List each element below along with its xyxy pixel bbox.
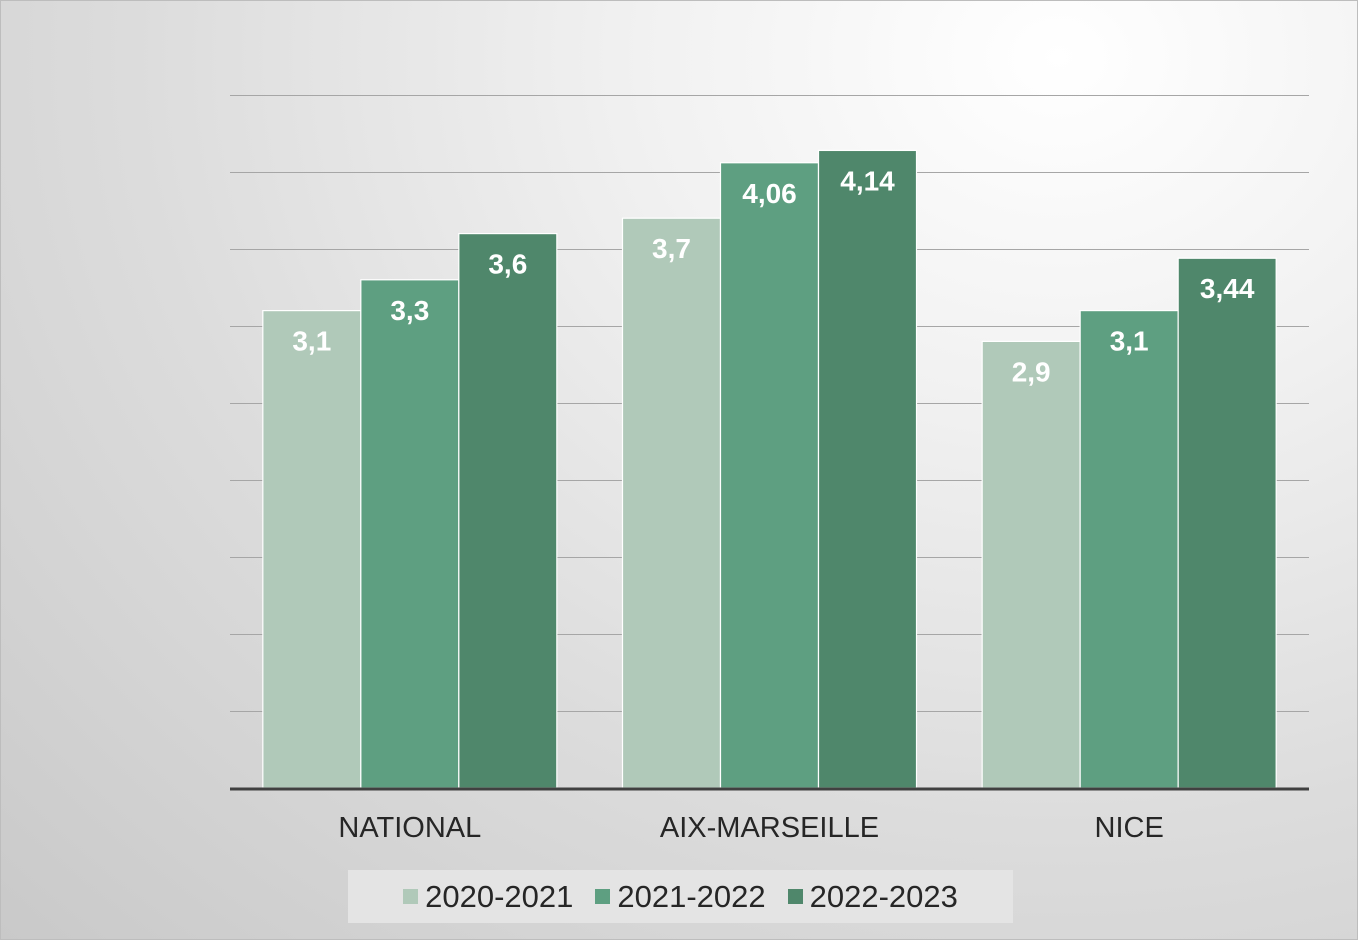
legend: 2020-2021 2021-2022 2022-2023 [348, 870, 1013, 923]
bar-2021-2022-national [360, 279, 460, 789]
legend-item: 2021-2022 [595, 878, 766, 915]
data-label: 3,1 [292, 326, 331, 357]
legend-label: 2022-2023 [809, 878, 958, 914]
data-label: 3,6 [488, 249, 527, 280]
data-label: 3,44 [1200, 273, 1255, 304]
bar-2020-2021-national [262, 310, 362, 789]
legend-item: 2020-2021 [403, 879, 573, 915]
legend-swatch [595, 889, 611, 904]
bar-2020-2021-nice [981, 340, 1081, 789]
bar-2022-2023-nice [1177, 257, 1277, 789]
data-label: 3,3 [390, 295, 429, 326]
data-label: 2,9 [1012, 356, 1051, 387]
category-label: AIX-MARSEILLE [660, 812, 879, 844]
bar-2021-2022-nice [1079, 310, 1179, 789]
legend-swatch [787, 889, 803, 904]
legend-item: 2022-2023 [787, 878, 958, 915]
bar-2021-2022-aix-marseille [719, 162, 820, 789]
bar-2020-2021-aix-marseille [621, 217, 722, 789]
data-label: 3,7 [652, 233, 691, 264]
category-label: NATIONAL [338, 812, 481, 844]
bar-2022-2023-aix-marseille [817, 149, 918, 789]
bar-2022-2023-national [458, 233, 558, 789]
legend-swatch [403, 889, 419, 904]
data-label: 4,14 [840, 165, 895, 196]
data-label: 4,06 [742, 178, 797, 209]
legend-label: 2020-2021 [425, 878, 574, 914]
category-label: NICE [1095, 812, 1164, 844]
data-label: 3,1 [1110, 326, 1149, 357]
legend-label: 2021-2022 [617, 878, 766, 914]
